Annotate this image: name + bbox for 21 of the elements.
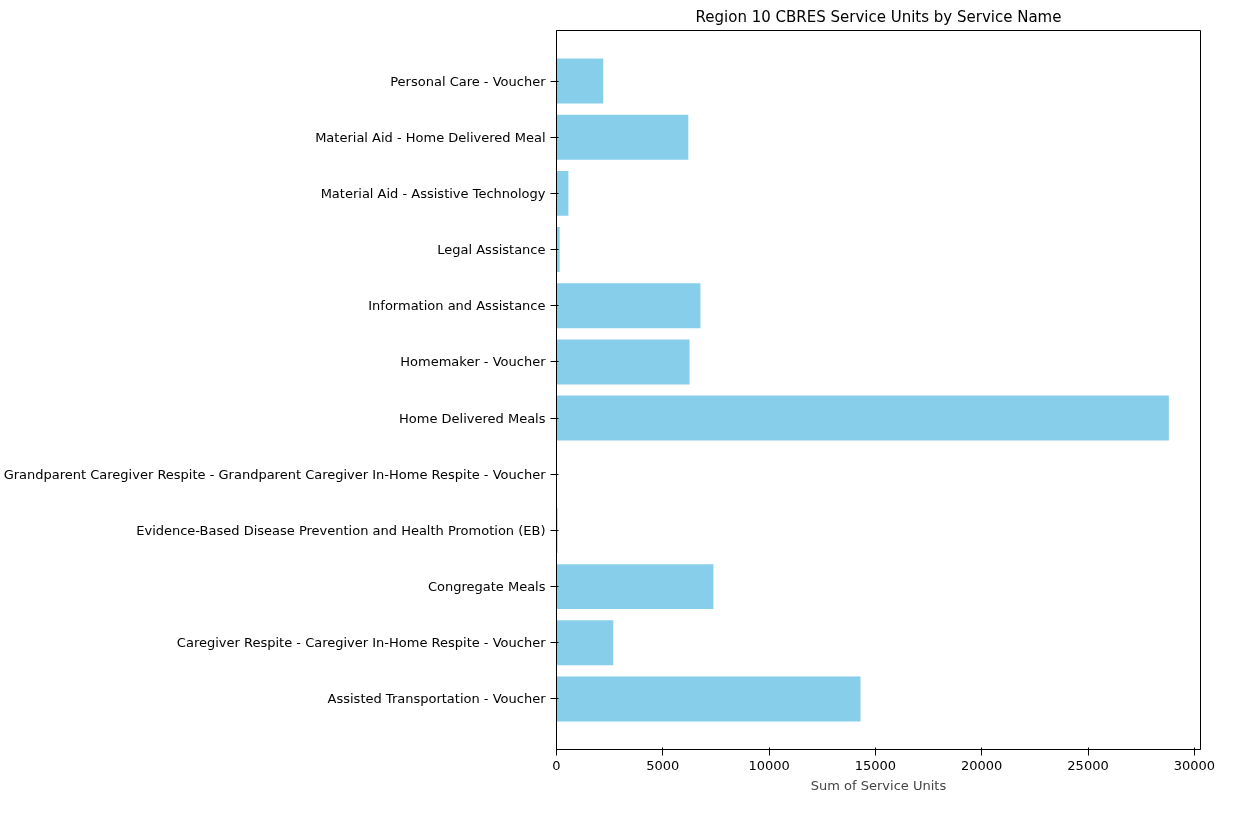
y-tick-label: Grandparent Caregiver Respite - Grandparent Caregiver In-Home Respite - Voucher	[3, 466, 547, 482]
y-tick-label: Congregate Meals	[427, 579, 546, 595]
x-tick-label: 30000	[1173, 757, 1216, 773]
y-tick-label: Caregiver Respite - Caregiver In-Home Respite - Voucher	[176, 635, 547, 651]
chart-title: Region 10 CBRES Service Units by Service Name	[695, 7, 1062, 26]
y-tick-label: Information and Assistance	[368, 298, 546, 314]
y-tick-label: Legal Assistance	[437, 242, 546, 258]
x-tick-label: 25000	[1067, 757, 1109, 773]
y-tick-label: Evidence-Based Disease Prevention and Health Promotion (EB)	[136, 522, 546, 538]
y-tick-label: Material Aid - Home Delivered Meal	[315, 129, 546, 145]
x-tick-label: 5000	[646, 757, 680, 773]
x-tick-label: 0	[552, 757, 561, 773]
x-tick-label: 10000	[748, 757, 790, 773]
x-tick-label: 15000	[854, 757, 897, 773]
x-axis-title: Sum of Service Units	[810, 777, 947, 793]
y-tick-label: Home Delivered Meals	[399, 410, 546, 426]
y-tick-label: Homemaker - Voucher	[400, 354, 547, 370]
y-tick-label: Personal Care - Voucher	[390, 73, 547, 89]
y-tick-label: Material Aid - Assistive Technology	[320, 185, 546, 201]
x-tick-label: 20000	[961, 757, 1003, 773]
y-tick-label: Assisted Transportation - Voucher	[327, 691, 547, 707]
